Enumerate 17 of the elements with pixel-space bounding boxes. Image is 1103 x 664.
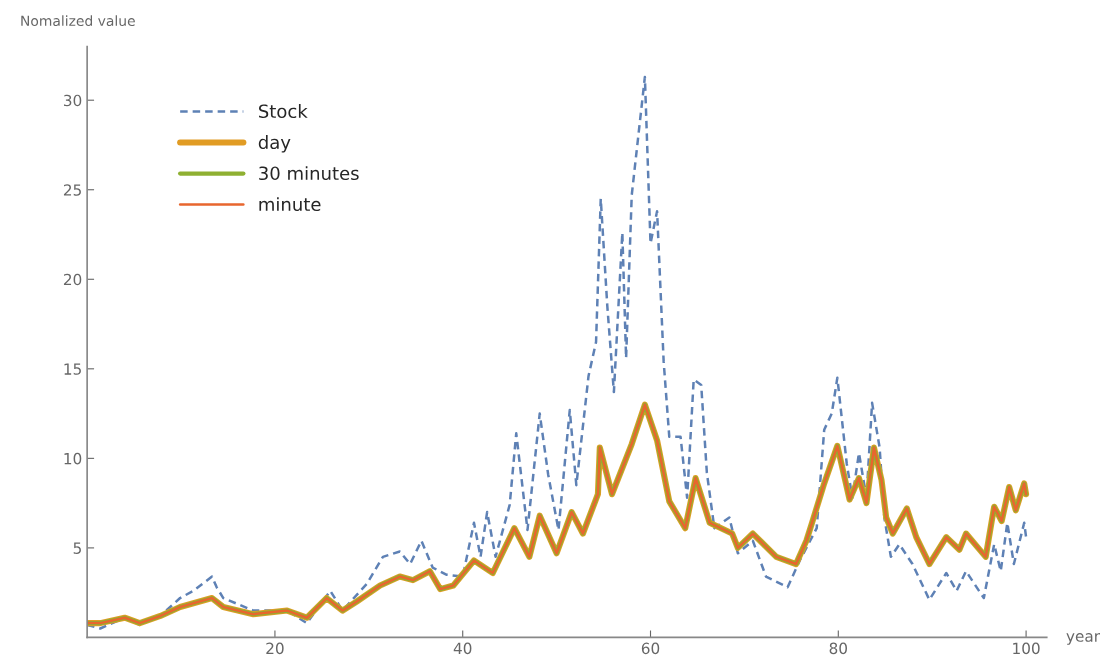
x-axis-title: year <box>1066 633 1101 645</box>
y-axis-title: Nomalized value <box>21 15 135 27</box>
legend-label: 30 minutes <box>259 166 359 181</box>
x-tick-label: 80 <box>829 642 848 655</box>
x-tick-label: 40 <box>453 642 472 655</box>
y-tick-label: 20 <box>63 273 82 286</box>
legend-label: Stock <box>258 104 308 119</box>
x-tick-label: 60 <box>641 642 660 655</box>
legend-label: minute <box>259 197 321 212</box>
legend-label: day <box>258 135 291 153</box>
y-tick-label: 15 <box>64 363 81 375</box>
y-tick-label: 5 <box>73 542 81 554</box>
y-tick-label: 25 <box>63 184 81 196</box>
x-tick-label: 20 <box>266 642 284 655</box>
x-tick-label: 100 <box>1013 642 1040 655</box>
y-tick-label: 30 <box>64 94 82 107</box>
y-tick-label: 10 <box>64 452 82 465</box>
